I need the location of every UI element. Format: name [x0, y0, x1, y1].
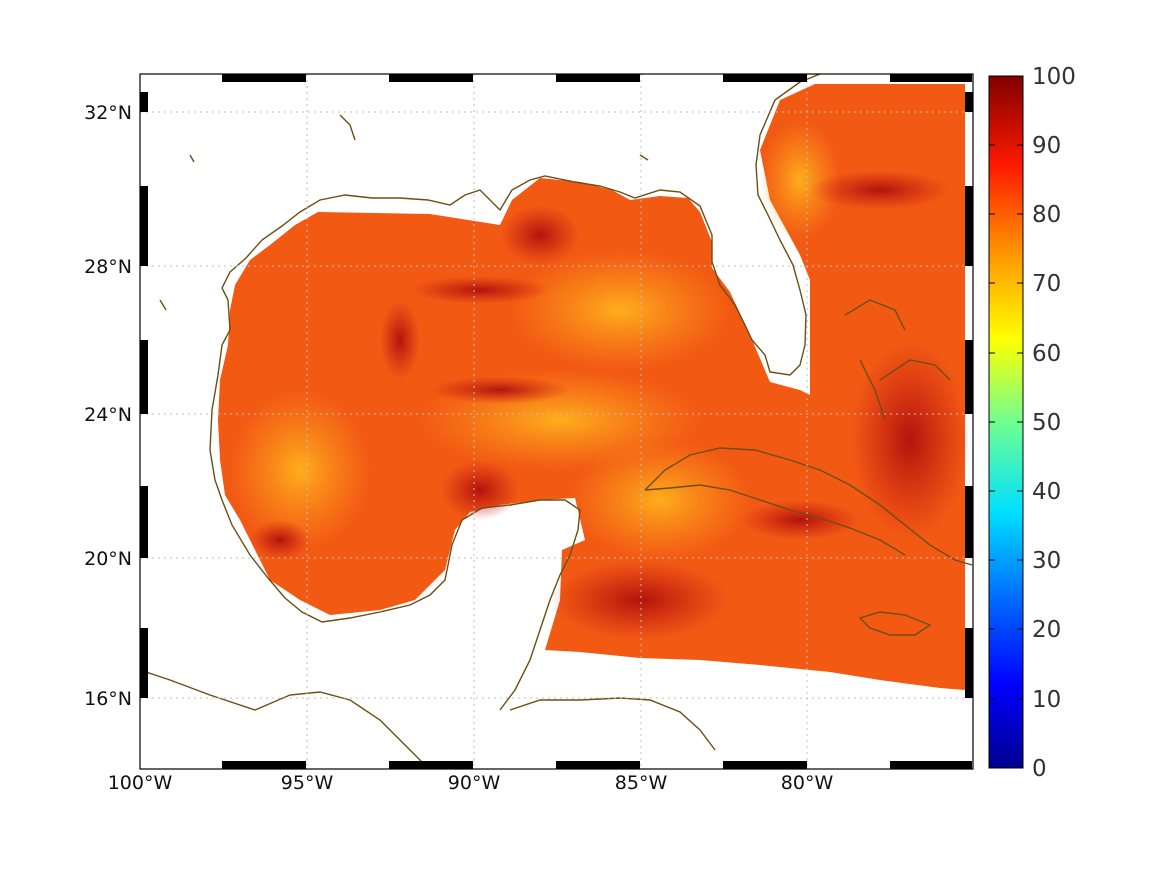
colorbar-tick-marks — [989, 144, 1023, 700]
lat-tick-label: 32°N — [84, 102, 132, 124]
us-gulf-coast — [221, 74, 821, 376]
field-feature — [760, 120, 840, 240]
central-america-coast — [140, 669, 430, 769]
colorbar-tick-label: 50 — [1032, 410, 1061, 436]
colorbar-tick-label: 70 — [1032, 271, 1061, 297]
lon-tick-label: 90°W — [448, 772, 501, 794]
cuba-outline — [644, 447, 973, 566]
lat-tick-label: 16°N — [84, 688, 132, 710]
island — [639, 154, 649, 161]
lon-tick-label: 100°W — [108, 772, 173, 794]
field-feature — [510, 250, 730, 370]
jamaica-outline — [858, 611, 932, 636]
lon-tick-label: 95°W — [281, 772, 334, 794]
field-feature — [230, 390, 370, 550]
colorbar-tick-label: 80 — [1032, 202, 1061, 228]
mexico-gulf-coast — [209, 299, 581, 711]
lon-tick-label: 80°W — [781, 772, 834, 794]
field-feature — [250, 520, 310, 560]
colorbar: 100 90 80 70 60 50 40 30 20 10 0 — [988, 64, 1076, 782]
colorbar-tick-label: 10 — [1032, 687, 1061, 713]
field-feature — [740, 500, 860, 540]
map-frame — [139, 73, 974, 770]
grid-lines — [140, 74, 973, 769]
colorbar-tick-label: 60 — [1032, 341, 1061, 367]
honduras-coast — [509, 697, 716, 751]
colorbar-tick-label: 90 — [1032, 133, 1061, 159]
field-feature — [410, 276, 550, 304]
lat-tick-label: 20°N — [84, 548, 132, 570]
lat-tick-label: 28°N — [84, 256, 132, 278]
field-feature — [430, 376, 570, 404]
field-feature — [440, 460, 520, 520]
field-feature — [550, 560, 730, 640]
field-feature — [850, 340, 970, 540]
coastlines — [140, 74, 973, 769]
island — [159, 299, 167, 311]
lon-tick-labels: 100°W 95°W 90°W 85°W 80°W — [108, 772, 834, 794]
field-feature — [500, 205, 580, 265]
field-feature — [570, 440, 750, 560]
island — [189, 154, 195, 163]
data-field — [140, 74, 973, 769]
colorbar-tick-label: 100 — [1032, 64, 1076, 90]
field-feature — [380, 300, 420, 380]
lat-tick-labels: 32°N 28°N 24°N 20°N 16°N — [84, 102, 132, 710]
lon-tick-label: 85°W — [615, 772, 668, 794]
colorbar-tick-label: 20 — [1032, 617, 1061, 643]
island — [339, 114, 356, 141]
colorbar-tick-label: 0 — [1032, 756, 1047, 782]
colorbar-tick-label: 40 — [1032, 479, 1061, 505]
colorbar-tick-label: 30 — [1032, 548, 1061, 574]
field-feature — [810, 170, 950, 210]
lat-tick-label: 24°N — [84, 404, 132, 426]
bahamas-outline — [844, 299, 951, 421]
